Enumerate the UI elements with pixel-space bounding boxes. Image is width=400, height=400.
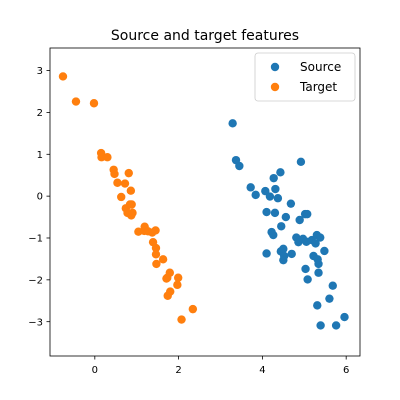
- data-point: [286, 199, 296, 208]
- data-point: [124, 168, 133, 178]
- data-point: [103, 153, 112, 162]
- data-point: [295, 215, 304, 225]
- data-point: [273, 194, 283, 203]
- data-point: [188, 304, 198, 314]
- data-point: [328, 281, 337, 290]
- legend-box: [254, 52, 356, 102]
- data-point: [314, 268, 323, 277]
- x-tick-label: 0: [92, 365, 98, 376]
- data-point: [313, 301, 322, 310]
- data-point: [316, 233, 325, 242]
- data-point: [270, 208, 280, 218]
- data-point: [296, 157, 306, 167]
- legend-label: Target: [299, 80, 337, 94]
- data-point: [301, 264, 310, 274]
- data-point: [276, 168, 285, 177]
- data-point: [262, 207, 271, 217]
- x-tick-label: 2: [175, 365, 181, 376]
- data-point: [120, 179, 130, 188]
- data-point: [151, 250, 161, 259]
- data-point: [113, 178, 122, 187]
- data-point: [269, 173, 278, 183]
- data-point: [151, 226, 160, 235]
- data-point: [173, 273, 183, 282]
- legend: Source Target: [254, 52, 356, 102]
- legend-label: Source: [300, 60, 341, 74]
- plot-area: [49, 47, 361, 357]
- data-point: [110, 169, 119, 179]
- series-target: [58, 72, 198, 324]
- y-tick-label: 1: [37, 150, 43, 161]
- data-point: [303, 275, 312, 284]
- y-tick-label: 3: [37, 66, 43, 77]
- data-point: [311, 239, 320, 248]
- data-point: [325, 294, 334, 303]
- data-point: [320, 246, 329, 256]
- data-point: [152, 259, 161, 269]
- data-point: [71, 97, 81, 106]
- legend-marker: [270, 62, 280, 72]
- y-tick-label: 2: [37, 108, 43, 119]
- y-tick-label: −3: [28, 317, 43, 328]
- data-point: [97, 153, 106, 162]
- data-point: [303, 209, 312, 219]
- data-point: [271, 184, 280, 194]
- data-point: [158, 255, 168, 264]
- series-source: [228, 119, 349, 330]
- data-point: [117, 192, 126, 202]
- x-tick-label: 6: [343, 365, 349, 376]
- data-point: [287, 249, 296, 259]
- data-point: [279, 251, 289, 261]
- data-point: [251, 190, 260, 200]
- data-point: [331, 321, 341, 330]
- axis-ticks: 0 2 4 6 −3 −2 −1 0 1 2 3: [28, 66, 349, 376]
- y-tick-label: −2: [28, 275, 43, 286]
- data-point: [126, 186, 136, 195]
- data-point: [58, 72, 68, 81]
- data-point: [166, 287, 175, 296]
- data-point: [173, 280, 182, 290]
- data-point: [228, 119, 237, 128]
- data-point: [177, 315, 186, 324]
- data-point: [277, 222, 286, 231]
- data-point: [340, 312, 349, 322]
- x-tick-label: 4: [259, 365, 265, 376]
- chart-title: Source and target features: [111, 28, 299, 44]
- data-point: [316, 321, 325, 330]
- data-point: [262, 249, 271, 258]
- data-point: [265, 192, 275, 201]
- data-point: [128, 208, 137, 218]
- data-point: [279, 244, 288, 254]
- data-point: [127, 200, 136, 209]
- data-point: [165, 268, 175, 277]
- y-tick-label: −1: [28, 234, 43, 245]
- y-tick-label: 0: [37, 192, 43, 203]
- data-point: [89, 99, 99, 108]
- data-point: [151, 243, 161, 253]
- plot-frame: [49, 47, 361, 357]
- legend-marker: [270, 82, 280, 92]
- data-point: [235, 161, 244, 171]
- data-point: [314, 259, 323, 269]
- data-point: [246, 183, 255, 192]
- data-point: [281, 212, 291, 222]
- data-point: [269, 230, 278, 240]
